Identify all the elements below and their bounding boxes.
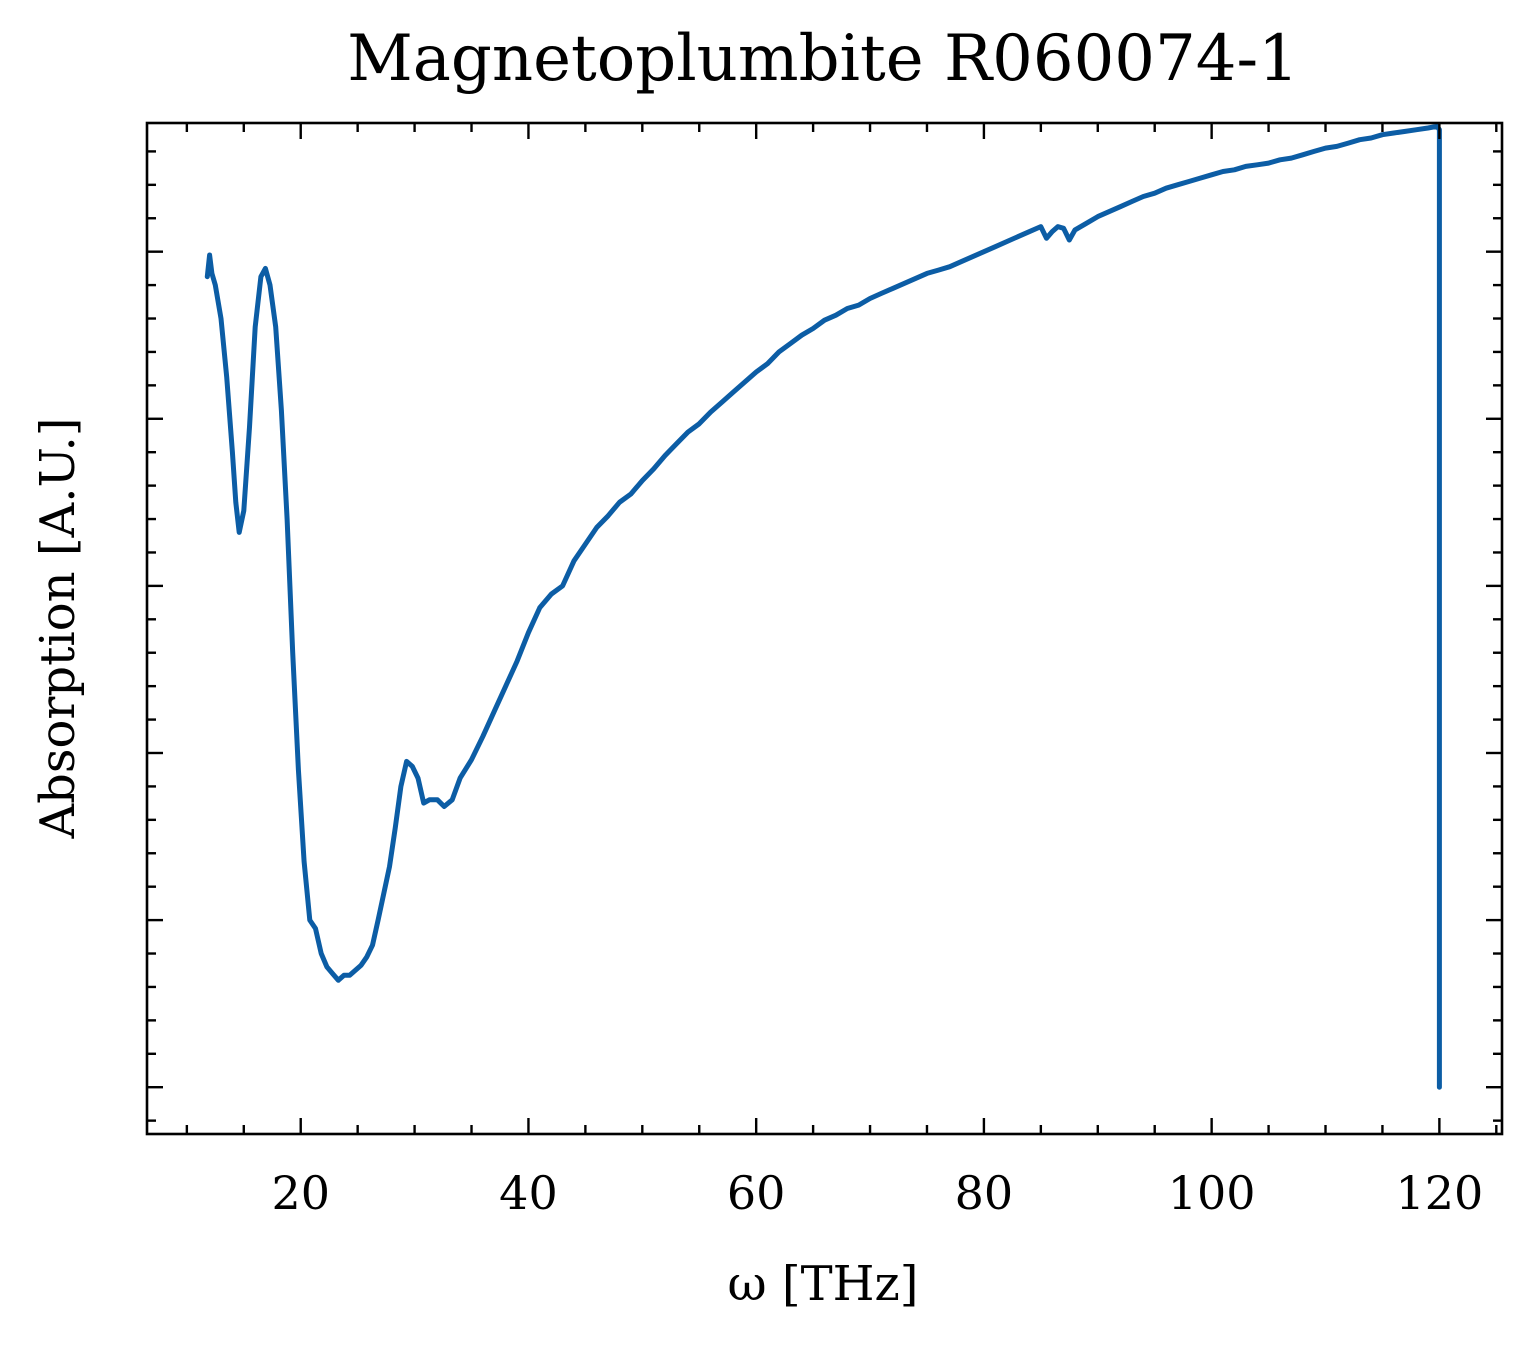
x-tick-label: 100	[1168, 1166, 1256, 1220]
x-tick-labels: 20 40 60 80 100 120	[271, 1166, 1483, 1220]
x-tick-label: 60	[727, 1166, 786, 1220]
chart-title: Magnetoplumbite R060074-1	[347, 22, 1299, 96]
x-axis-label: ω [THz]	[727, 1256, 918, 1312]
plot-frame	[145, 121, 1504, 1136]
plot-area	[204, 123, 1442, 1090]
x-tick-label: 40	[499, 1166, 558, 1220]
series-line-absorption	[204, 123, 1442, 1090]
y-axis-label: Absorption [A.U.]	[30, 418, 86, 840]
x-tick-label: 20	[271, 1166, 330, 1220]
x-tick-label: 80	[955, 1166, 1014, 1220]
axis-ticks	[147, 123, 1502, 1134]
x-tick-label: 120	[1395, 1166, 1483, 1220]
